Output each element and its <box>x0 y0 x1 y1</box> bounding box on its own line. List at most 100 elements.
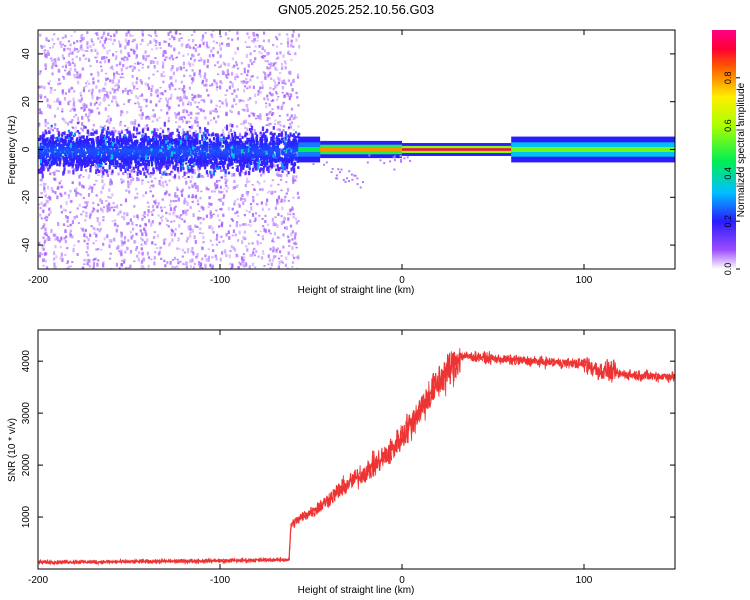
heat-cell-noise <box>68 160 72 163</box>
heat-cell-faint <box>159 222 162 225</box>
heat-cell-faint <box>165 217 168 220</box>
heat-cell-faint <box>45 234 48 237</box>
heat-cell-faint <box>262 225 265 228</box>
heat-cell-faint <box>95 248 98 251</box>
heat-cell-faint <box>224 249 227 254</box>
heat-cell-faint <box>163 50 166 54</box>
heat-cell-faint <box>38 203 41 206</box>
heat-cell-faint <box>120 110 123 113</box>
heat-cell-noise <box>48 139 52 143</box>
heat-cell-faint <box>38 108 41 112</box>
heat-cell-faint <box>249 97 252 100</box>
heat-cell-faint <box>210 49 213 53</box>
heat-cell-faint <box>115 100 118 104</box>
heat-cell-faint <box>100 36 103 39</box>
heat-cell-faint <box>73 244 76 247</box>
heat-cell-noise <box>104 143 107 149</box>
heat-cell-noise <box>87 158 90 161</box>
heat-cell-noise <box>188 163 191 167</box>
heat-cell-faint <box>119 76 122 79</box>
heat-cell-faint <box>231 263 234 267</box>
heat-cell-faint <box>104 82 107 86</box>
heat-cell-noise <box>245 157 248 161</box>
heat-cell-noise <box>38 149 41 154</box>
heat-cell-faint <box>81 129 84 132</box>
heat-cell-faint <box>69 200 72 203</box>
heat-cell-noise <box>92 158 95 163</box>
heat-cell-noise <box>109 132 112 136</box>
heat-cell-faint <box>76 76 79 79</box>
heat-cell-faint <box>197 112 200 115</box>
heat-cell-faint <box>223 194 226 198</box>
heat-cell-faint <box>236 184 239 187</box>
heat-cell-faint <box>105 36 108 40</box>
heat-cell-faint <box>256 36 259 39</box>
heat-cell-faint <box>146 201 150 204</box>
heat-cell-faint <box>62 223 66 226</box>
heat-cell-faint <box>86 261 89 266</box>
heat-cell-noise <box>221 163 224 168</box>
heat-cell-faint <box>244 198 247 202</box>
heat-cell-faint <box>136 176 139 180</box>
heat-cell-faint <box>291 88 294 92</box>
heat-cell-faint <box>209 215 212 219</box>
heat-cell-faint <box>59 180 62 182</box>
heat-cell-noise <box>128 156 131 160</box>
heat-cell-noise <box>63 167 66 171</box>
heat-cell-faint <box>207 46 211 49</box>
heat-cell-faint <box>47 39 50 42</box>
heat-cell-faint <box>215 237 218 241</box>
heat-cell-faint <box>154 89 158 94</box>
heat-cell-faint <box>78 203 81 207</box>
heat-cell-noise <box>210 174 213 179</box>
heat-cell-faint <box>68 71 71 73</box>
heat-cell-noise <box>86 155 89 159</box>
heat-cell-faint <box>213 79 216 83</box>
heat-cell-faint <box>163 241 166 245</box>
heat-cell-faint <box>184 209 187 213</box>
heat-cell-faint <box>210 267 213 269</box>
heat-cell-faint <box>113 34 116 38</box>
heat-cell-faint <box>98 229 101 233</box>
heat-cell-noise <box>54 147 57 151</box>
heat-cell-noise <box>147 160 150 163</box>
heat-cell-faint <box>192 76 195 80</box>
heat-cell-faint <box>173 36 176 41</box>
heat-cell-faint <box>75 187 78 192</box>
heat-cell-noise <box>165 142 168 145</box>
heat-cell-noise <box>166 142 169 145</box>
heat-cell-noise <box>288 142 291 148</box>
heat-cell-faint <box>127 183 130 188</box>
heat-cell-faint <box>39 164 42 167</box>
heat-cell-noise <box>228 146 231 151</box>
heat-cell-noise <box>206 161 209 167</box>
heat-cell-faint <box>135 57 138 60</box>
heat-cell-faint <box>98 222 101 226</box>
heat-cell-faint <box>294 179 297 182</box>
heat-cell-faint <box>141 38 144 42</box>
heat-cell-noise <box>261 149 265 152</box>
heat-cell-noise <box>71 149 74 155</box>
heat-cell-faint <box>170 228 173 231</box>
heat-cell-noise <box>292 133 295 138</box>
heat-cell-noise <box>166 156 169 159</box>
heat-cell-faint <box>64 92 68 95</box>
heat-cell-faint <box>176 194 179 198</box>
heat-cell-faint <box>80 33 84 37</box>
heat-cell-faint <box>222 240 225 243</box>
heat-cell-faint <box>97 203 100 207</box>
heat-cell-noise <box>231 134 234 139</box>
heat-cell-faint <box>193 60 196 63</box>
heat-cell-faint <box>105 72 108 75</box>
heat-cell-noise <box>104 155 107 158</box>
heat-cell-faint <box>67 193 70 197</box>
heat-cell-faint <box>256 76 259 79</box>
heat-cell-noise <box>283 166 286 171</box>
heat-cell-faint <box>131 221 134 226</box>
heat-cell-faint <box>210 99 213 104</box>
heat-cell-noise <box>102 166 105 170</box>
heat-cell-faint <box>156 70 159 73</box>
heat-cell-faint <box>154 44 157 47</box>
heat-cell-faint <box>297 220 300 223</box>
heat-cell-faint <box>91 94 94 97</box>
